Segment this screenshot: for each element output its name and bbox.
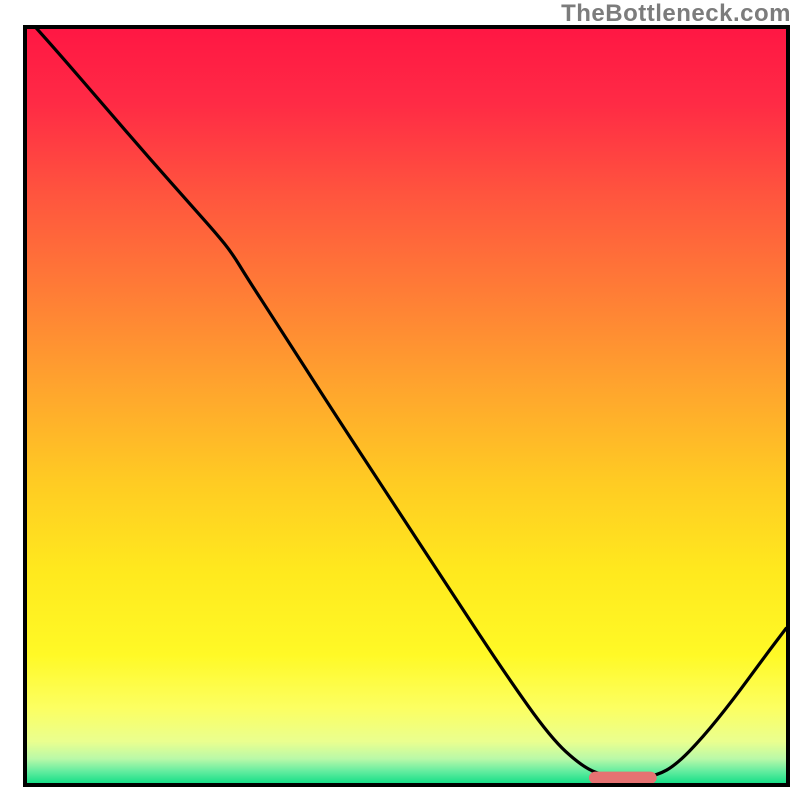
- plot-border: [23, 25, 790, 787]
- watermark-text: TheBottleneck.com: [561, 0, 791, 28]
